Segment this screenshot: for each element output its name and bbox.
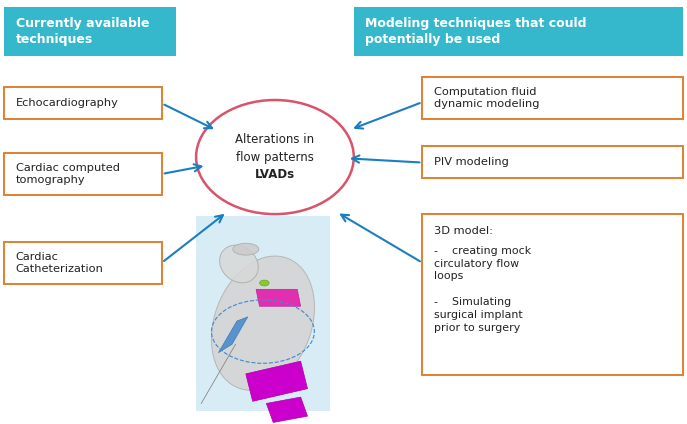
Ellipse shape [220,245,258,283]
Text: Currently available
techniques: Currently available techniques [16,17,149,46]
Text: -    creating mock
circulatory flow
loops: - creating mock circulatory flow loops [434,246,531,282]
Text: Echocardiography: Echocardiography [16,98,119,108]
Ellipse shape [233,243,259,255]
Polygon shape [218,317,248,353]
Text: Modeling techniques that could
potentially be used: Modeling techniques that could potential… [365,17,587,46]
Text: Computation fluid
dynamic modeling: Computation fluid dynamic modeling [434,86,539,109]
FancyBboxPatch shape [423,147,683,178]
FancyBboxPatch shape [4,7,175,56]
Text: PIV modeling: PIV modeling [434,157,509,167]
FancyBboxPatch shape [4,242,162,284]
Text: LVADs: LVADs [255,168,295,181]
Text: -    Simulating
surgical implant
prior to surgery: - Simulating surgical implant prior to s… [434,297,523,333]
Polygon shape [267,397,308,422]
Ellipse shape [196,100,354,214]
Ellipse shape [212,256,315,390]
Text: flow patterns: flow patterns [236,151,314,164]
Text: Alterations in: Alterations in [236,133,315,146]
Polygon shape [256,289,301,306]
Text: Cardiac computed
tomography: Cardiac computed tomography [16,163,120,185]
Text: 3D model:: 3D model: [434,226,493,235]
Text: Cardiac
Catheterization: Cardiac Catheterization [16,251,104,274]
Ellipse shape [260,280,269,286]
FancyBboxPatch shape [196,216,330,410]
FancyBboxPatch shape [354,7,683,56]
FancyBboxPatch shape [4,153,162,195]
FancyBboxPatch shape [423,77,683,119]
Polygon shape [246,361,308,402]
FancyBboxPatch shape [423,214,683,375]
FancyBboxPatch shape [4,87,162,119]
